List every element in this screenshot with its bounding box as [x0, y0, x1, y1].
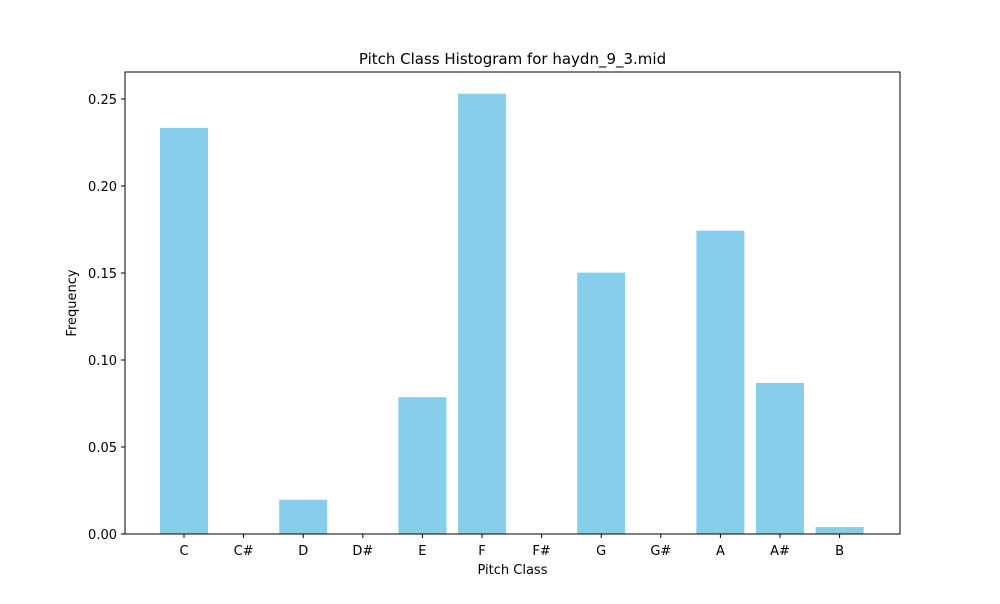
x-tick-label: F — [478, 544, 485, 559]
x-axis-label: Pitch Class — [478, 563, 548, 578]
bars-group — [160, 93, 864, 535]
x-tick-label: F# — [532, 544, 550, 559]
chart-title: Pitch Class Histogram for haydn_9_3.mid — [359, 50, 666, 69]
y-axis-ticks: 0.00 0.05 0.10 0.15 0.20 0.25 — [88, 93, 125, 543]
y-tick-label: 0.25 — [88, 93, 117, 108]
x-tick-label: B — [835, 544, 844, 559]
x-tick-label: G# — [650, 544, 671, 559]
x-tick-label: E — [418, 544, 426, 559]
x-axis-ticks: C C# D D# E F F# G G# A A# B — [179, 534, 844, 559]
x-tick-label: G — [596, 544, 606, 559]
x-tick-label: C# — [234, 544, 254, 559]
x-tick-label: A — [716, 544, 725, 559]
y-tick-label: 0.05 — [88, 441, 117, 456]
y-tick-label: 0.00 — [88, 528, 117, 543]
y-axis-label: Frequency — [65, 269, 80, 336]
bar-e — [398, 397, 447, 534]
y-tick-label: 0.15 — [88, 267, 117, 282]
x-tick-label: D# — [352, 544, 373, 559]
x-tick-label: A# — [770, 544, 790, 559]
bar-d — [279, 499, 328, 534]
bar-a-sharp — [756, 382, 804, 534]
bar-a — [696, 230, 745, 534]
x-tick-label: C — [179, 544, 188, 559]
plot-area-frame — [124, 71, 901, 535]
bar-f — [458, 93, 506, 534]
bar-g — [577, 272, 626, 534]
y-tick-label: 0.20 — [88, 180, 117, 195]
y-tick-label: 0.10 — [88, 354, 117, 369]
x-tick-label: D — [298, 544, 308, 559]
bar-b — [815, 527, 864, 534]
bar-c — [160, 127, 208, 535]
